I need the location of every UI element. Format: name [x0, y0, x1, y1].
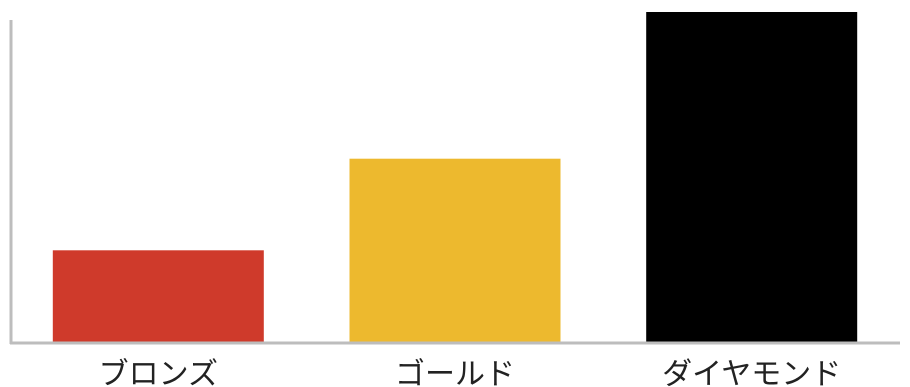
bar-3	[646, 12, 858, 342]
bar-1	[52, 250, 264, 342]
category-label-2: ゴールド	[395, 357, 515, 387]
category-labels-group: ブロンズ ゴールド ダイヤモンド	[99, 357, 842, 387]
category-label-1: ブロンズ	[99, 357, 218, 387]
bar-2	[349, 158, 561, 342]
bars-group	[52, 12, 858, 342]
category-label-3: ダイヤモンド	[662, 357, 841, 387]
